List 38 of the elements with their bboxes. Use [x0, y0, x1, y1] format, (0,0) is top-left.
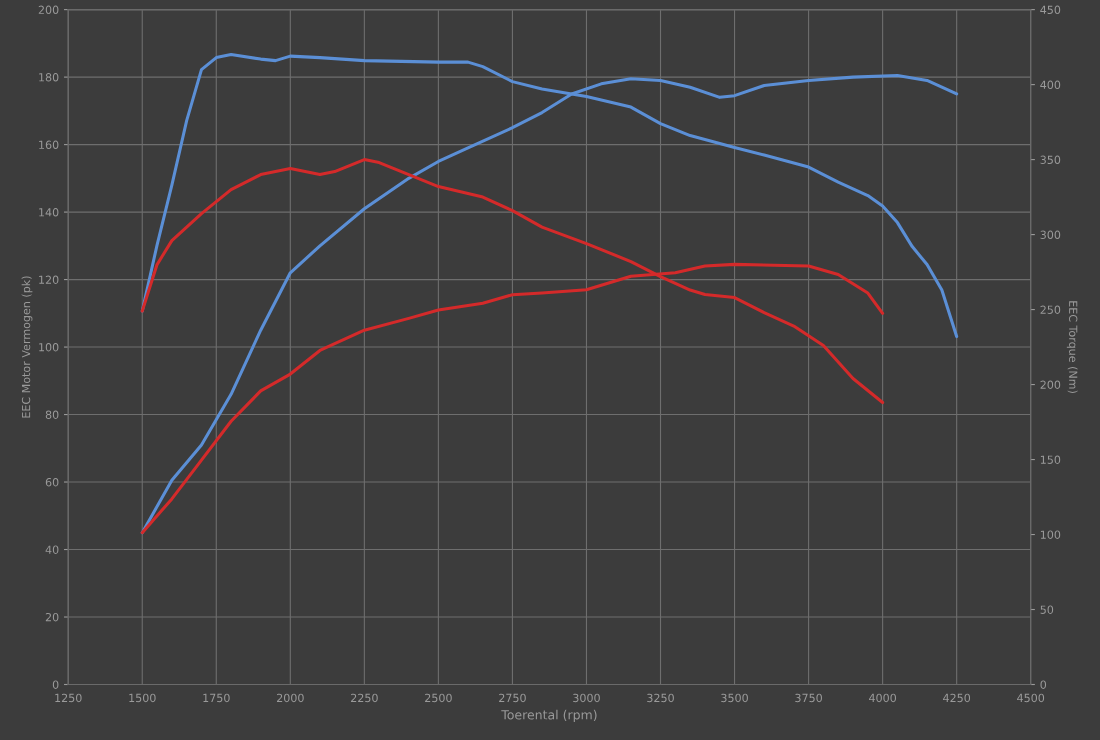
- x-tick-label: 3500: [721, 693, 748, 703]
- x-tick-label: 3000: [573, 693, 600, 703]
- y2-tick-label: 300: [1040, 230, 1061, 239]
- y-tick-label: 120: [39, 275, 59, 284]
- x-tick-label: 1750: [203, 693, 230, 703]
- y-tick-label: 0: [52, 680, 59, 689]
- x-tick-label: 1250: [55, 693, 82, 703]
- y-tick-label: 160: [39, 140, 59, 149]
- y-axis-title: EEC Motor Vermogen (pk): [21, 276, 33, 418]
- y-tick-label: 140: [39, 208, 59, 217]
- y-tick-label: 60: [45, 478, 59, 487]
- y-tick-label: 20: [45, 612, 59, 622]
- y2-tick-label: 100: [1040, 530, 1061, 539]
- x-axis-title: Toerental (rpm): [501, 709, 597, 722]
- y-tick-label: 200: [38, 5, 59, 14]
- x-tick-label: 3750: [795, 693, 822, 703]
- y-tick-label: 40: [45, 545, 59, 554]
- x-tick-label: 4000: [869, 693, 897, 703]
- x-tick-label: 2500: [425, 693, 452, 703]
- x-tick-label: 4250: [943, 693, 971, 703]
- y2-tick-label: 0: [1040, 680, 1047, 689]
- x-tick-label: 2250: [351, 693, 378, 703]
- y2-tick-label: 400: [1040, 80, 1061, 89]
- y2-tick-label: 50: [1040, 605, 1054, 614]
- y2-tick-label: 250: [1040, 305, 1061, 314]
- y2-tick-label: 450: [1040, 5, 1061, 14]
- y2-axis-title: EEC Torque (Nm): [1066, 301, 1078, 393]
- x-tick-label: 3250: [647, 693, 674, 703]
- y2-tick-label: 150: [1040, 455, 1061, 464]
- x-tick-label: 2750: [499, 693, 526, 703]
- x-tick-label: 4500: [1017, 693, 1045, 703]
- y2-tick-label: 200: [1040, 380, 1061, 389]
- y2-tick-label: 350: [1040, 155, 1061, 164]
- y-tick-label: 100: [39, 343, 59, 352]
- x-tick-label: 1500: [129, 693, 156, 703]
- x-tick-label: 2000: [276, 693, 304, 703]
- y-tick-label: 180: [39, 73, 59, 82]
- y-tick-label: 80: [45, 410, 59, 419]
